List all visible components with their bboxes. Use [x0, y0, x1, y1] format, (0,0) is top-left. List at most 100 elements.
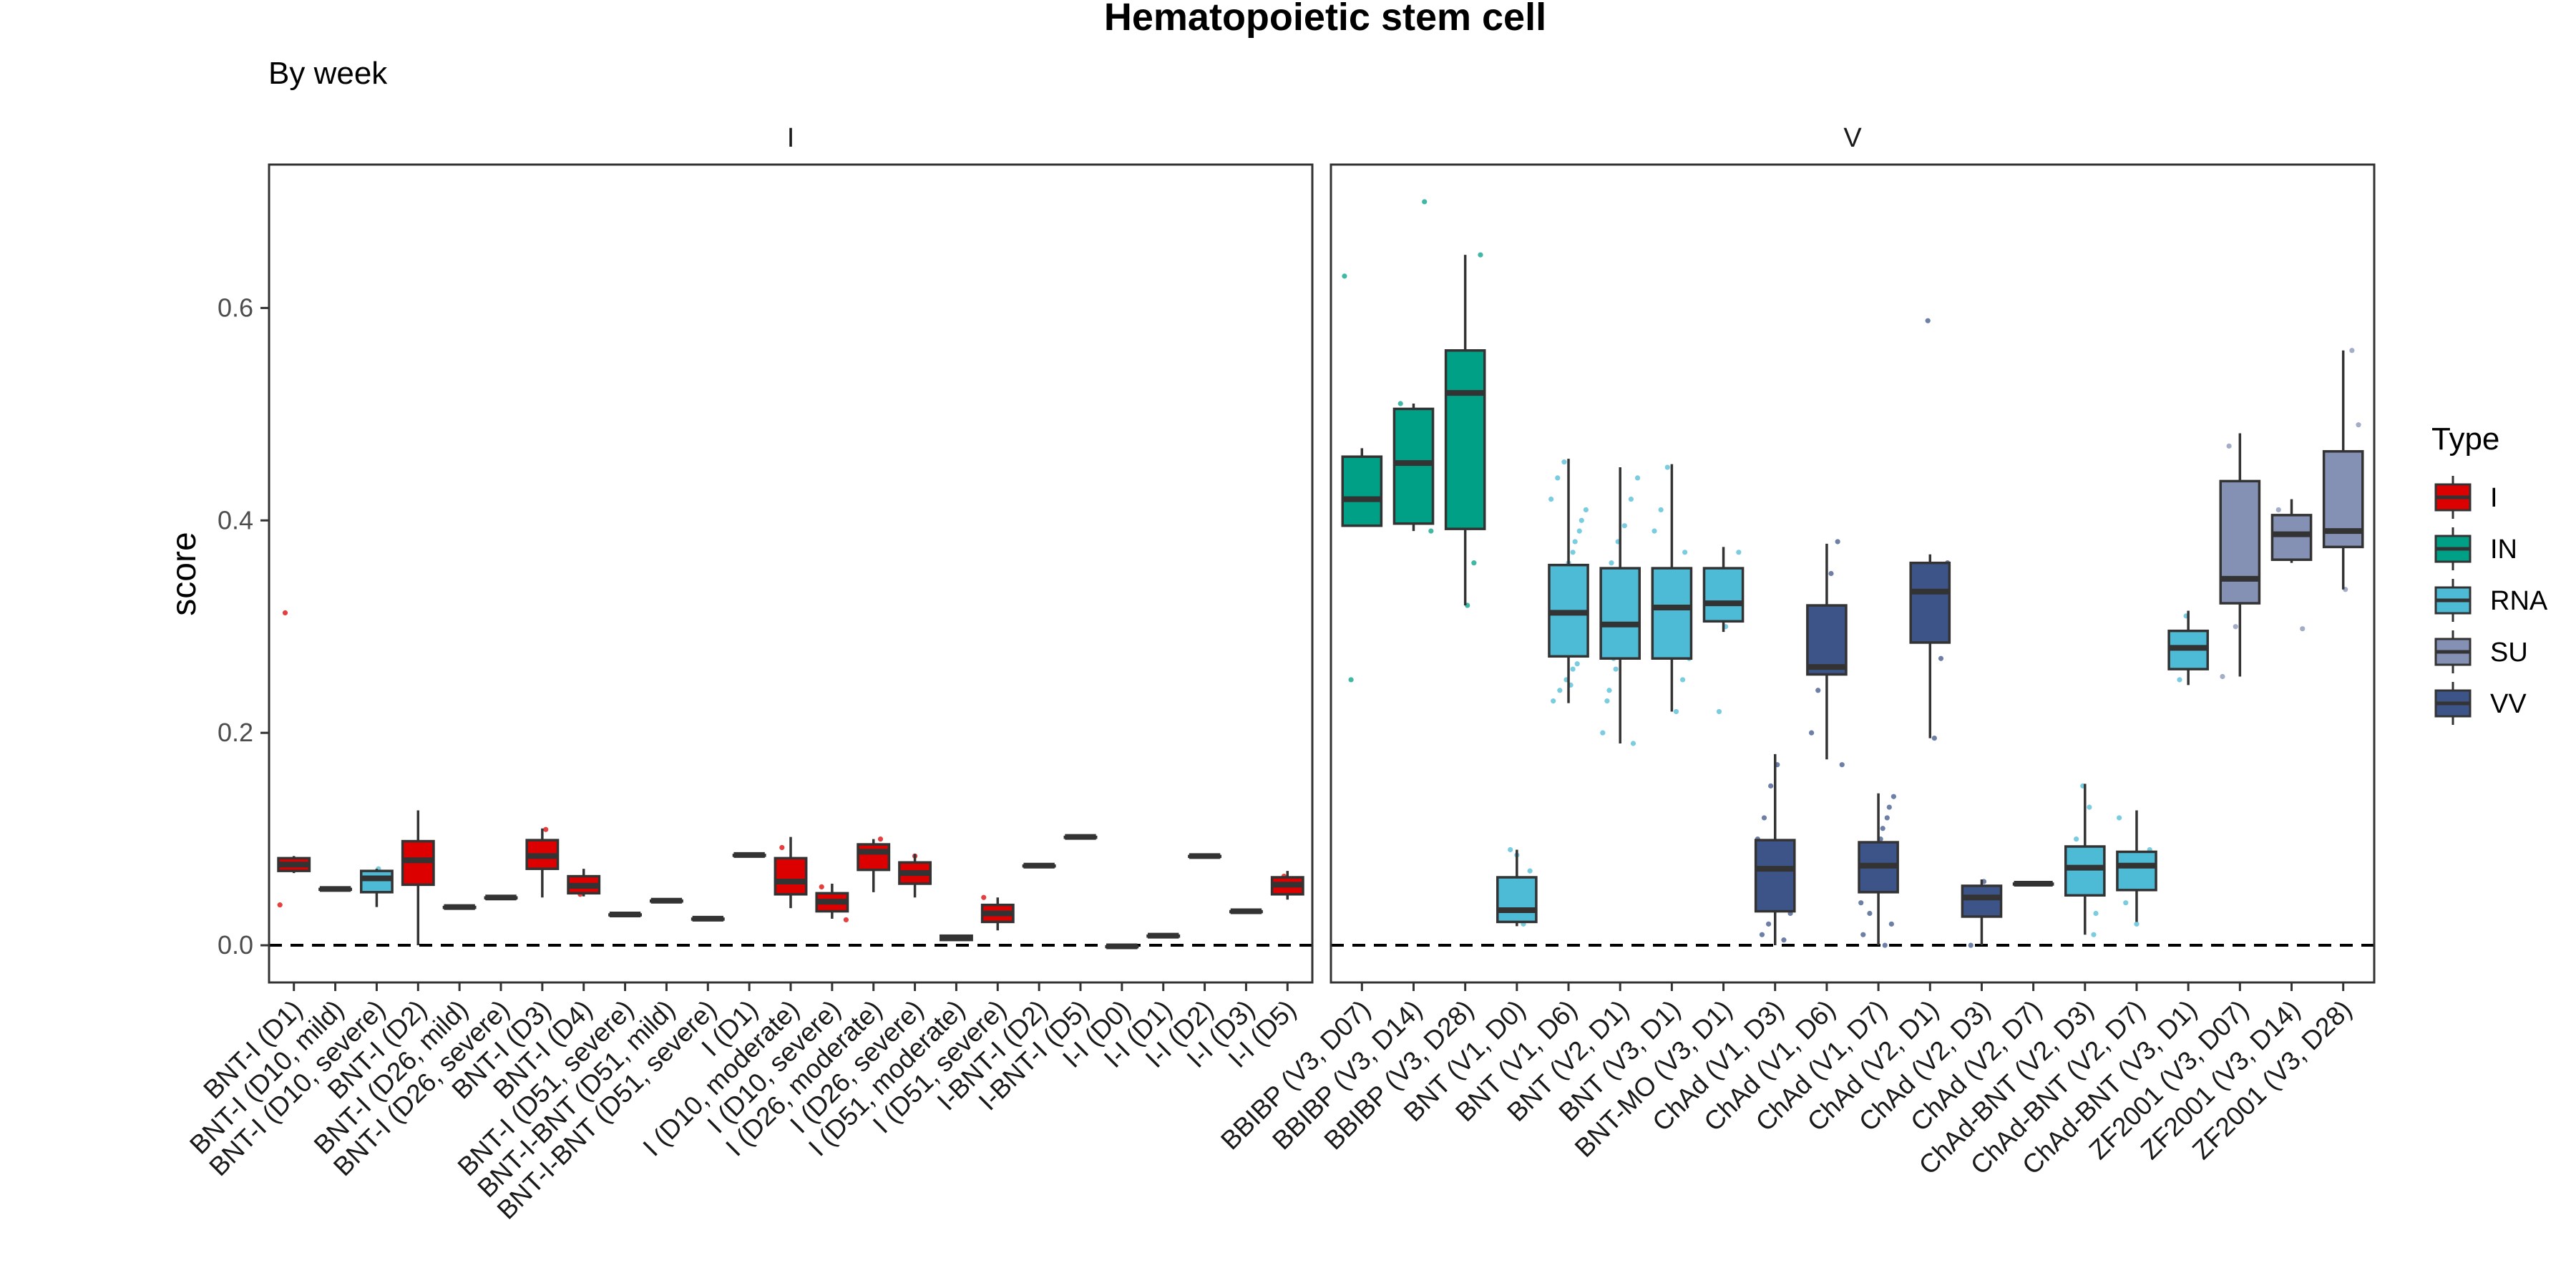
chart-title: Hematopoietic stem cell: [1104, 0, 1546, 39]
data-point: [2349, 348, 2355, 353]
data-point: [1428, 528, 1434, 534]
data-point: [1572, 539, 1578, 545]
box: [1599, 567, 1641, 660]
box: [774, 857, 808, 896]
data-point: [1759, 932, 1765, 937]
data-point: [1606, 688, 1612, 693]
data-point: [1600, 730, 1606, 736]
legend-item: I: [2434, 476, 2498, 519]
data-point: [1765, 921, 1772, 927]
data-point: [1508, 847, 1513, 853]
data-point: [1628, 496, 1634, 502]
data-point: [1886, 804, 1892, 810]
data-point: [1471, 560, 1477, 566]
data-point: [1348, 677, 1354, 683]
data-point: [1630, 741, 1636, 746]
legend-label: IN: [2490, 535, 2517, 565]
data-point: [1342, 273, 1347, 279]
box: [1496, 876, 1538, 924]
legend-label: RNA: [2490, 586, 2548, 616]
y-tick-label: 0.2: [218, 718, 253, 747]
box: [1909, 561, 1951, 644]
data-point: [819, 884, 824, 890]
legend-item: RNA: [2434, 579, 2548, 622]
data-point: [1551, 698, 1556, 704]
box: [2270, 514, 2313, 561]
data-point: [1664, 464, 1670, 470]
data-point: [2093, 910, 2099, 917]
data-point: [1815, 688, 1821, 693]
data-point: [1888, 921, 1894, 927]
data-point: [1867, 910, 1873, 917]
chart-subtitle: By week: [268, 56, 388, 91]
data-point: [2177, 677, 2182, 683]
data-point: [1736, 550, 1742, 555]
data-point: [1768, 783, 1774, 789]
data-point: [1621, 523, 1627, 529]
data-point: [282, 610, 288, 616]
data-point: [2123, 900, 2129, 906]
data-point: [277, 902, 283, 908]
legend: Type I IN RNA SU VV: [2431, 421, 2548, 725]
data-point: [1609, 560, 1614, 566]
data-point: [843, 917, 849, 923]
data-point: [2134, 921, 2140, 927]
data-point: [1576, 528, 1582, 534]
legend-item: IN: [2434, 527, 2517, 570]
box-group: BNT (V1, D6): [1450, 459, 1589, 1127]
data-point: [1761, 815, 1767, 821]
data-point: [543, 826, 549, 832]
data-point: [1673, 708, 1679, 715]
y-tick-label: 0.4: [218, 505, 253, 535]
data-point: [1931, 735, 1937, 741]
strip-label: I: [787, 123, 795, 153]
legend-item: SU: [2434, 630, 2528, 673]
data-point: [1925, 318, 1931, 323]
data-point: [1808, 730, 1815, 736]
data-point: [1828, 570, 1834, 577]
box: [2219, 479, 2261, 605]
data-point: [1682, 550, 1688, 555]
legend-label: VV: [2490, 689, 2527, 719]
box: [2064, 845, 2106, 897]
data-point: [1555, 475, 1561, 481]
data-point: [1890, 794, 1897, 799]
data-point: [2091, 932, 2097, 937]
data-point: [1938, 655, 1944, 661]
box: [1806, 604, 1848, 676]
data-point: [1781, 937, 1787, 943]
data-point: [1548, 496, 1554, 502]
box-group: I-I (D5): [1223, 871, 1304, 1073]
legend-item: VV: [2434, 682, 2527, 725]
data-point: [1583, 507, 1589, 513]
panel-border: [1330, 163, 2376, 984]
box-group: BNT (V1, D0): [1398, 847, 1538, 1127]
box: [1651, 567, 1693, 660]
data-point: [1527, 868, 1533, 874]
data-point: [1839, 762, 1845, 768]
y-axis: 0.0 0.2 0.4 0.6: [218, 293, 269, 960]
data-point: [2356, 422, 2361, 428]
data-point: [2117, 815, 2122, 821]
legend-label: I: [2490, 483, 2498, 513]
data-point: [1860, 932, 1866, 937]
data-point: [2220, 673, 2225, 680]
legend-title: Type: [2431, 421, 2499, 457]
y-tick-label: 0.6: [218, 293, 253, 322]
data-point: [1680, 677, 1686, 683]
data-point: [1570, 550, 1576, 555]
data-point: [1422, 199, 1428, 205]
data-point: [1634, 475, 1641, 481]
box: [1961, 884, 2003, 918]
box-group: BNT (V3, D1): [1553, 464, 1693, 1127]
data-point: [1968, 942, 1974, 948]
data-point: [2087, 804, 2092, 810]
data-point: [2300, 626, 2306, 632]
panel-border: [268, 163, 1314, 984]
y-axis-title: score: [165, 532, 203, 615]
data-point: [1882, 942, 1888, 948]
data-point: [1574, 661, 1580, 667]
